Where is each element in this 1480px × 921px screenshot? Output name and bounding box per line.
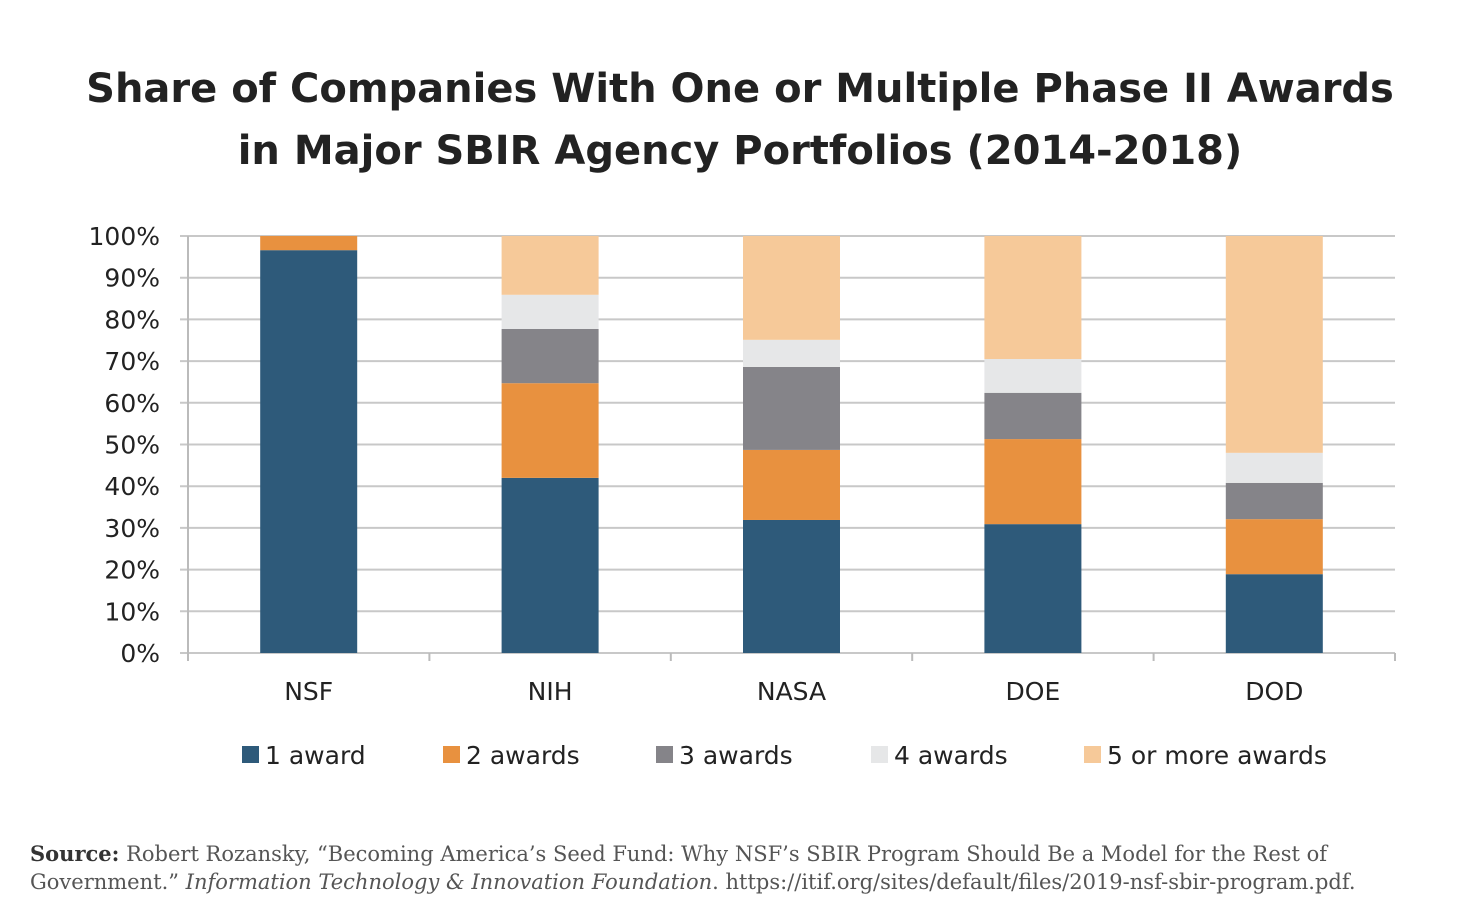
legend-swatch — [242, 746, 259, 763]
y-tick-label: 40% — [104, 472, 160, 501]
legend-label: 3 awards — [679, 741, 793, 770]
bar-segment — [743, 449, 840, 520]
source-text-1: Robert Rozansky, “Becoming America’s See… — [30, 842, 1328, 894]
y-tick-label: 80% — [104, 305, 160, 334]
source-text-2: . https://itif.org/sites/default/files/2… — [712, 870, 1356, 894]
y-tick-label: 90% — [104, 264, 160, 293]
bar-segment — [743, 366, 840, 450]
legend-label: 1 award — [265, 741, 366, 770]
legend-label: 2 awards — [466, 741, 580, 770]
bar-segment — [501, 477, 599, 653]
legend-swatch — [1084, 746, 1101, 763]
y-tick-label: 0% — [120, 639, 160, 668]
bar-segment — [984, 524, 1082, 653]
legend-swatch — [656, 746, 673, 763]
x-tick-label: NASA — [757, 677, 826, 706]
bar-segment — [1225, 452, 1323, 483]
source-label: Source: — [30, 841, 120, 866]
bar-segment — [260, 250, 358, 654]
bar-segment — [743, 339, 840, 367]
bar-segment — [501, 328, 599, 384]
bar-segment — [984, 392, 1082, 440]
y-tick-label: 70% — [104, 347, 160, 376]
x-tick-label: DOE — [1006, 677, 1061, 706]
title-line-2: in Major SBIR Agency Portfolios (2014-20… — [237, 128, 1243, 174]
title-line-1: Share of Companies With One or Multiple … — [86, 66, 1394, 112]
bar-segment — [984, 359, 1082, 393]
y-tick-label: 60% — [104, 389, 160, 418]
bar-segment — [1225, 236, 1323, 453]
bar-segment — [501, 383, 599, 478]
bar-segment — [501, 236, 599, 295]
y-tick-label: 50% — [104, 431, 160, 460]
bar-segment — [743, 519, 840, 653]
legend-swatch — [871, 746, 888, 763]
y-tick-label: 100% — [89, 222, 160, 251]
source-note: Source: Robert Rozansky, “Becoming Ameri… — [30, 840, 1470, 896]
x-tick-label: NSF — [284, 677, 333, 706]
legend-swatch — [443, 746, 460, 763]
bar-segment — [260, 236, 358, 251]
y-tick-label: 30% — [104, 514, 160, 543]
bar-segment — [743, 236, 840, 340]
y-tick-label: 10% — [104, 597, 160, 626]
bar-segment — [984, 236, 1082, 360]
bar-segment — [1225, 482, 1323, 520]
x-tick-label: NIH — [528, 677, 573, 706]
bar-segment — [1225, 574, 1323, 653]
bar-segment — [501, 294, 599, 329]
chart-title: Share of Companies With One or Multiple … — [0, 58, 1480, 182]
bar-segment — [1225, 519, 1323, 575]
x-tick-label: DOD — [1245, 677, 1303, 706]
legend-label: 4 awards — [894, 741, 1008, 770]
y-tick-label: 20% — [104, 556, 160, 585]
source-publisher: Information Technology & Innovation Foun… — [185, 870, 713, 894]
bar-segment — [984, 439, 1082, 525]
legend-label: 5 or more awards — [1107, 741, 1327, 770]
